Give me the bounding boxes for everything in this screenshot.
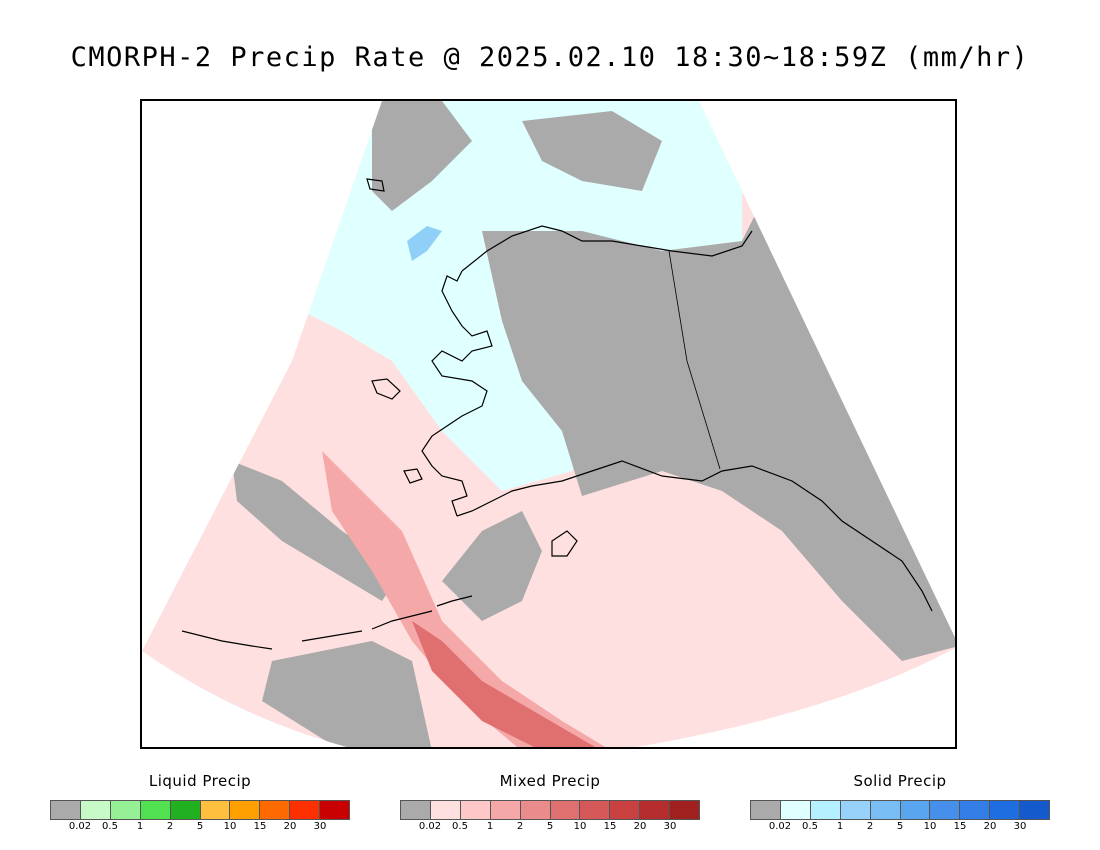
- legend-swatch: [840, 801, 871, 819]
- legend-swatch: [200, 801, 231, 819]
- legend-tick-label: 10: [223, 821, 237, 832]
- legend-ticks: 0.02 0.5 1 2 5 10 15 20 30: [400, 821, 700, 835]
- legend-swatch: [430, 801, 461, 819]
- legend-tick-label: 30: [313, 821, 327, 832]
- legend-swatch: [930, 801, 961, 819]
- legend-tick-label: 30: [1013, 821, 1027, 832]
- legend-swatch: [140, 801, 171, 819]
- alaska-south-coast: [456, 460, 933, 612]
- legend-ticks: 0.02 0.5 1 2 5 10 15 20 30: [50, 821, 350, 835]
- mixed-precip-heavy-band: [412, 621, 602, 747]
- nunivak-island: [403, 468, 423, 484]
- legend-tick-label: 2: [866, 821, 874, 832]
- st-lawrence-island: [371, 378, 401, 400]
- trace-precip-region-southwest: [232, 461, 402, 601]
- legend-tick-label: 5: [196, 821, 204, 832]
- legend-swatch: [610, 801, 641, 819]
- legend-tick-label: 0.5: [452, 821, 468, 832]
- precip-map-canvas: [142, 101, 955, 747]
- solid-precip-moderate-patch: [407, 226, 442, 261]
- legend-swatch: [520, 801, 551, 819]
- legend-tick-label: 20: [633, 821, 647, 832]
- legend-swatch: [260, 801, 291, 819]
- legend-swatch: [900, 801, 931, 819]
- legend-swatch: [51, 801, 81, 819]
- legend-swatch: [780, 801, 811, 819]
- trace-precip-region-north-2: [522, 111, 662, 191]
- legend-tick-label: 2: [166, 821, 174, 832]
- legend-tick-label: 0.5: [802, 821, 818, 832]
- precip-map: [140, 99, 957, 749]
- legend-swatch: [960, 801, 991, 819]
- canada-border: [668, 250, 721, 470]
- legend-swatch: [870, 801, 901, 819]
- legend-tick-label: 30: [663, 821, 677, 832]
- trace-precip-region-south: [262, 641, 432, 747]
- legend-swatch: [490, 801, 521, 819]
- legend-tick-label: 5: [546, 821, 554, 832]
- legend-title: Solid Precip: [853, 772, 947, 790]
- legend-tick-label: 20: [283, 821, 297, 832]
- legend-swatch: [810, 801, 841, 819]
- legend-swatch: [80, 801, 111, 819]
- legend-swatch: [170, 801, 201, 819]
- legend-swatch: [290, 801, 321, 819]
- legend-tick-label: 15: [253, 821, 267, 832]
- mixed-precip-moderate-band: [322, 451, 612, 747]
- legend-swatch: [1020, 801, 1050, 819]
- legend-swatch: [640, 801, 671, 819]
- legend-swatch: [550, 801, 581, 819]
- legend-title: Liquid Precip: [148, 772, 252, 790]
- legend-tick-label: 1: [836, 821, 844, 832]
- legend-tick-label: 1: [136, 821, 144, 832]
- legend-tick-label: 15: [953, 821, 967, 832]
- legend-swatch: [110, 801, 141, 819]
- alaska-west-coast: [421, 270, 493, 517]
- kodiak-island: [551, 530, 578, 557]
- aleutian-islands: [181, 595, 473, 650]
- legend-tick-label: 1: [486, 821, 494, 832]
- legend-tick-label: 2: [516, 821, 524, 832]
- legend-color-bar: [50, 800, 350, 820]
- legend-swatch: [460, 801, 491, 819]
- legend-tick-label: 0.02: [68, 821, 92, 832]
- solid-precip-legend: Solid Precip 0.02 0.5 1 2 5 10 15 20 30: [750, 772, 1050, 835]
- legend-swatch: [990, 801, 1021, 819]
- alaska-north-coast: [461, 225, 753, 272]
- map-title: CMORPH-2 Precip Rate @ 2025.02.10 18:30~…: [70, 42, 1030, 73]
- legend-swatch: [320, 801, 350, 819]
- legend-title: Mixed Precip: [499, 772, 601, 790]
- legend-swatch: [230, 801, 261, 819]
- legend-swatch: [670, 801, 700, 819]
- legend-tick-label: 10: [573, 821, 587, 832]
- legend-swatch: [401, 801, 431, 819]
- legend-swatch: [580, 801, 611, 819]
- legend-color-bar: [400, 800, 700, 820]
- legend-ticks: 0.02 0.5 1 2 5 10 15 20 30: [750, 821, 1050, 835]
- legend-tick-label: 0.02: [418, 821, 442, 832]
- liquid-precip-legend: Liquid Precip 0.02 0.5 1 2 5 10 15 20 30: [50, 772, 350, 835]
- legend-tick-label: 5: [896, 821, 904, 832]
- mixed-precip-legend: Mixed Precip 0.02 0.5 1 2 5 10 15 20 30: [400, 772, 700, 835]
- legend-swatch: [751, 801, 781, 819]
- coastline-layer: [181, 178, 933, 650]
- legend-color-bar: [750, 800, 1050, 820]
- trace-precip-region-aleutians: [442, 511, 542, 621]
- legend-tick-label: 0.02: [768, 821, 792, 832]
- legend-tick-label: 0.5: [102, 821, 118, 832]
- legend-tick-label: 20: [983, 821, 997, 832]
- legend-tick-label: 10: [923, 821, 937, 832]
- legend-tick-label: 15: [603, 821, 617, 832]
- trace-precip-region-north: [372, 101, 472, 211]
- wrangel-island: [366, 178, 385, 192]
